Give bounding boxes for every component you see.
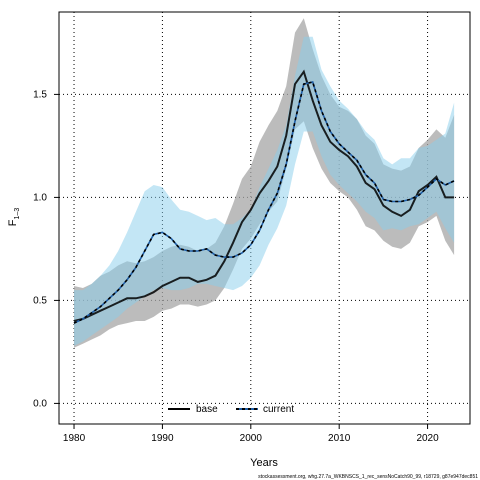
y-tick-label: 0.0 xyxy=(33,398,47,409)
y-tick-label: 0.5 xyxy=(33,295,47,306)
y-axis: 0.0 0.5 1.0 1.5 xyxy=(33,89,59,409)
band-current xyxy=(74,36,455,346)
x-axis: 1980 1990 2000 2010 2020 xyxy=(63,424,439,444)
legend: base current xyxy=(168,404,294,415)
y-tick-label: 1.0 xyxy=(33,192,47,203)
y-axis-title-symbol: F xyxy=(7,219,19,226)
legend-label-current: current xyxy=(263,404,294,415)
plot-frame xyxy=(58,11,471,425)
svg-text:F1–3: F1–3 xyxy=(7,208,21,227)
series-lines xyxy=(73,69,455,324)
y-axis-title-bar: ‾ xyxy=(0,219,11,225)
x-tick-label: 2000 xyxy=(240,433,263,444)
confidence-bands xyxy=(74,18,455,348)
footnote: stockassessment.org, whg.27.7a_WKBNSCS_1… xyxy=(258,474,478,480)
x-tick-label: 1990 xyxy=(151,433,174,444)
y-tick-label: 1.5 xyxy=(33,89,47,100)
y-axis-title: F1–3 ‾ xyxy=(0,208,21,227)
x-tick-label: 2010 xyxy=(328,433,351,444)
legend-label-base: base xyxy=(196,404,218,415)
x-tick-label: 2020 xyxy=(416,433,439,444)
x-tick-label: 1980 xyxy=(63,433,86,444)
y-axis-title-subscript: 1–3 xyxy=(14,208,21,220)
line-base xyxy=(73,69,455,322)
line-current xyxy=(73,81,455,324)
x-axis-title: Years xyxy=(250,457,278,469)
